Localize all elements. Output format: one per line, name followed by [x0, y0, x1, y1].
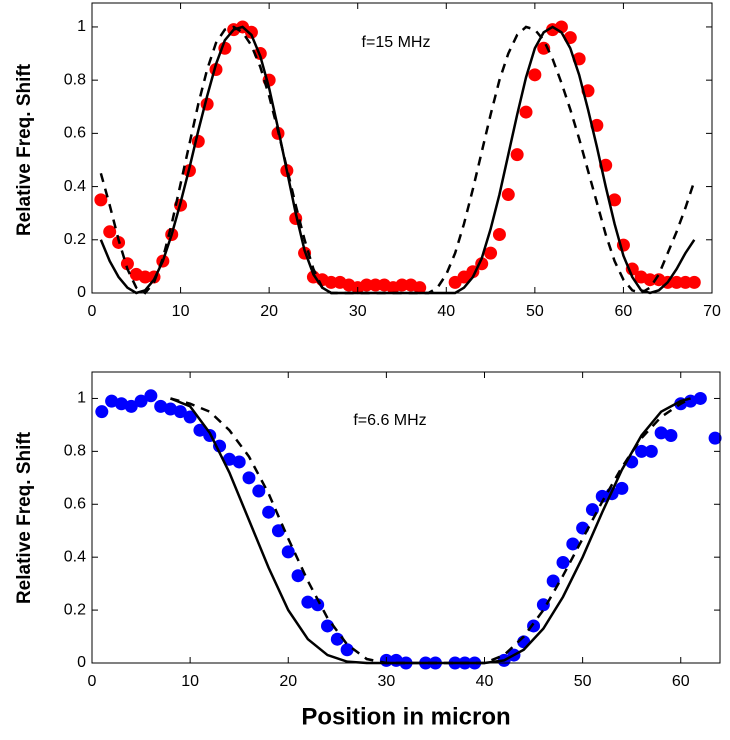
data-point: [321, 619, 334, 633]
data-point: [546, 574, 560, 588]
data-point: [103, 225, 117, 239]
y-tick-label: 0: [77, 654, 86, 671]
annotation: f=6.6 MHz: [353, 412, 426, 429]
data-point: [693, 391, 707, 405]
data-point: [144, 389, 158, 403]
data-point: [340, 643, 354, 657]
data-point: [134, 394, 148, 408]
data-point: [164, 402, 177, 416]
curve: [170, 397, 691, 665]
data-point: [595, 489, 609, 503]
x-tick-label: 0: [88, 673, 97, 690]
data-point: [519, 105, 533, 119]
data-point: [94, 193, 108, 207]
data-point: [484, 246, 498, 260]
data-point: [183, 410, 197, 424]
y-tick-label: 1: [77, 18, 86, 35]
y-tick-label: 0.8: [64, 71, 86, 88]
curve: [170, 397, 692, 665]
x-tick-label: 10: [181, 673, 199, 690]
data-point: [173, 405, 187, 419]
x-tick-label: 60: [615, 303, 633, 320]
data-point: [105, 394, 119, 408]
data-point: [330, 632, 344, 646]
data-point: [242, 471, 256, 485]
x-tick-label: 30: [377, 673, 395, 690]
data-point: [301, 595, 315, 609]
data-point: [291, 569, 305, 583]
data-point: [687, 275, 701, 289]
data-point: [536, 598, 550, 612]
y-tick-label: 0.4: [64, 548, 86, 565]
x-tick-label: 50: [574, 673, 592, 690]
data-point: [492, 227, 506, 241]
data-point: [413, 281, 427, 295]
data-point: [120, 257, 134, 271]
data-point: [154, 399, 168, 413]
data-point: [684, 394, 698, 408]
data-point: [271, 524, 285, 538]
y-tick-label: 0: [77, 284, 86, 301]
x-tick-label: 20: [260, 303, 278, 320]
x-tick-label: 30: [349, 303, 367, 320]
x-tick-label: 40: [476, 673, 494, 690]
data-point: [222, 452, 236, 466]
y-axis-label: Relative Freq. Shift: [14, 431, 35, 604]
x-tick-label: 40: [437, 303, 455, 320]
annotation: f=15 MHz: [362, 34, 431, 51]
y-tick-label: 0.4: [64, 178, 86, 195]
data-point: [311, 598, 325, 612]
curve: [99, 25, 696, 295]
x-tick-label: 20: [279, 673, 297, 690]
x-tick-label: 0: [88, 303, 97, 320]
data-point: [615, 481, 629, 495]
data-point: [501, 188, 515, 202]
data-point: [608, 193, 622, 207]
y-tick-label: 0.6: [64, 495, 86, 512]
data-point: [528, 68, 542, 82]
data-point: [556, 555, 570, 569]
data-point: [244, 25, 258, 39]
data-point: [213, 439, 227, 453]
y-tick-label: 0.6: [64, 125, 86, 142]
data-point: [566, 537, 580, 551]
y-tick-label: 0.8: [64, 443, 86, 460]
data-point: [252, 484, 266, 498]
y-tick-label: 1: [77, 390, 86, 407]
data-point: [654, 426, 668, 440]
plot-frame: [91, 2, 713, 294]
x-axis-label: Position in micron: [301, 703, 510, 730]
data-point: [281, 545, 295, 559]
data-point: [193, 423, 207, 437]
data-point: [262, 505, 276, 519]
data-point: [95, 405, 109, 419]
data-point: [510, 148, 524, 162]
y-axis-label: Relative Freq. Shift: [14, 63, 35, 236]
y-tick-label: 0.2: [64, 231, 86, 248]
data-point: [708, 431, 722, 445]
data-point: [232, 455, 246, 469]
plot-frame: [91, 371, 721, 664]
x-tick-label: 60: [672, 673, 690, 690]
x-tick-label: 50: [526, 303, 544, 320]
data-point: [635, 444, 648, 458]
y-tick-label: 0.2: [64, 601, 86, 618]
x-tick-label: 10: [172, 303, 190, 320]
data-point: [644, 444, 658, 458]
data-point: [124, 399, 138, 413]
data-point: [664, 428, 678, 442]
x-tick-label: 70: [703, 303, 721, 320]
data-point: [114, 397, 128, 411]
